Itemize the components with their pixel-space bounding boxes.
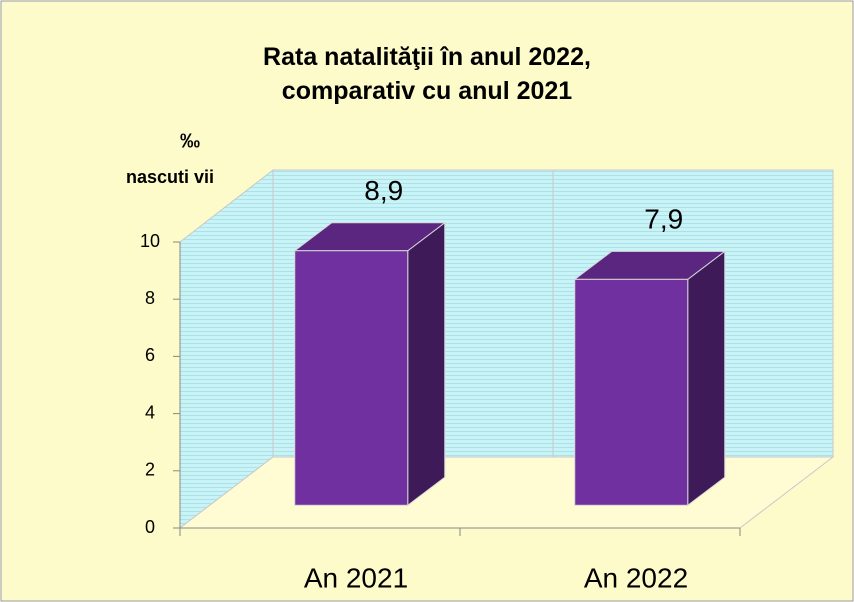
y-tick-label: 8 — [145, 288, 155, 308]
y-tick-label: 4 — [145, 402, 155, 422]
floor — [178, 456, 835, 529]
y-axis-unit: ‰ — [180, 130, 200, 152]
x-tick-label: An 2022 — [584, 562, 688, 593]
y-tick-label: 2 — [145, 460, 155, 480]
y-tick-label: 6 — [145, 345, 155, 365]
chart-title: Rata natalităţii în anul 2022, comparati… — [263, 43, 591, 105]
y-axis-label: nascuti vii — [126, 167, 214, 187]
y-tick-label: 0 — [145, 517, 155, 537]
bar — [294, 250, 409, 506]
value-label: 8,9 — [364, 175, 403, 206]
value-label: 7,9 — [644, 204, 683, 235]
x-tick-label: An 2021 — [304, 562, 408, 593]
bar — [574, 278, 689, 506]
bar-side — [687, 250, 726, 507]
y-tick-label: 10 — [140, 231, 160, 251]
bar-side — [407, 221, 446, 507]
